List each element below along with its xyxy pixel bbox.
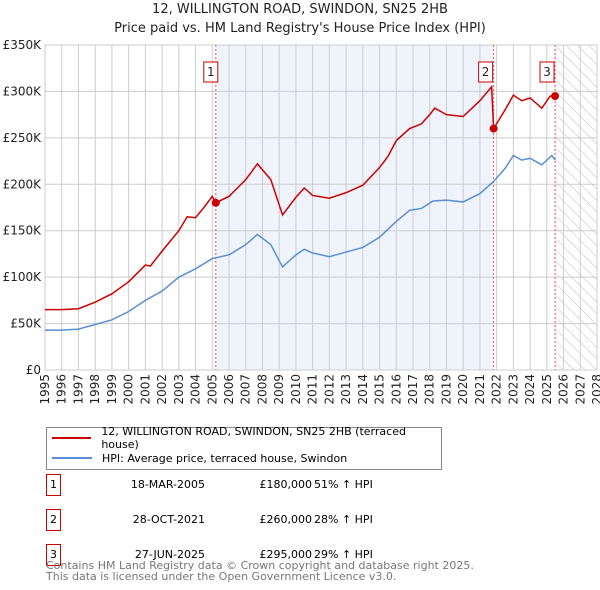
sale-label: 2 xyxy=(482,65,490,79)
x-tick-label: 2003 xyxy=(172,374,186,405)
sale-hpi-diff: 28% ↑ HPI xyxy=(314,513,373,526)
x-tick-label: 2006 xyxy=(222,374,236,405)
x-tick-label: 2005 xyxy=(205,374,219,405)
x-tick-label: 1996 xyxy=(55,374,69,405)
x-tick-label: 2008 xyxy=(255,374,269,405)
x-tick-label: 2027 xyxy=(573,374,587,405)
sale-point xyxy=(489,124,498,133)
sale-number: 3 xyxy=(46,544,61,566)
sale-hpi-diff: 51% ↑ HPI xyxy=(314,478,373,491)
y-tick-label: £100K xyxy=(3,270,43,284)
sale-point xyxy=(551,92,560,101)
x-tick-label: 1997 xyxy=(71,374,85,405)
sale-date: 27-JUN-2025 xyxy=(134,548,205,561)
sale-date: 28-OCT-2021 xyxy=(132,513,205,526)
sale-hpi-diff: 29% ↑ HPI xyxy=(314,548,373,561)
x-tick-label: 2019 xyxy=(439,374,453,405)
x-tick-label: 2013 xyxy=(339,374,353,405)
x-tick-label: 2025 xyxy=(540,374,554,405)
sale-label-box xyxy=(478,61,494,83)
chart-subtitle: Price paid vs. HM Land Registry's House … xyxy=(114,21,486,36)
chart-title: 12, WILLINGTON ROAD, SWINDON, SN25 2HB xyxy=(152,2,448,17)
sale-label-box xyxy=(539,61,555,83)
legend-label: 12, WILLINGTON ROAD, SWINDON, SN25 2HB (… xyxy=(101,425,406,451)
sale-price: £260,000 xyxy=(259,513,313,526)
footer-line: This data is licensed under the Open Gov… xyxy=(46,570,397,583)
series-line-property xyxy=(45,84,556,311)
x-tick-label: 2007 xyxy=(239,374,253,405)
legend-item-property: 12, WILLINGTON ROAD, SWINDON, SN25 2HB (… xyxy=(52,425,441,451)
sale-number: 2 xyxy=(46,509,61,531)
x-tick-label: 2016 xyxy=(389,374,403,405)
x-tick-label: 1998 xyxy=(88,374,102,405)
x-tick-label: 2022 xyxy=(490,374,504,405)
x-tick-label: 1999 xyxy=(105,374,119,405)
shaded-range xyxy=(555,45,557,370)
x-tick-label: 2015 xyxy=(373,374,387,405)
sale-row: 2 28-OCT-2021 £260,000 28% ↑ HPI xyxy=(46,509,546,531)
x-tick-label: 2012 xyxy=(322,374,336,405)
sale-point xyxy=(211,198,220,207)
y-tick-label: £250K xyxy=(3,131,43,145)
y-tick-label: £200K xyxy=(3,177,43,191)
x-tick-label: 2028 xyxy=(590,374,600,405)
plot-area: 1995 1996 1997 1998 1999 2000 2001 2002 2003 2004… xyxy=(3,38,600,405)
sale-label-box xyxy=(203,61,219,83)
legend: 12, WILLINGTON ROAD, SWINDON, SN25 2HB (… xyxy=(46,425,442,470)
x-tick-label: 2009 xyxy=(272,374,286,405)
legend-item-hpi: HPI: Average price, terraced house, Swin… xyxy=(52,448,347,468)
x-tick-label: 2021 xyxy=(473,374,487,405)
sale-price: £180,000 xyxy=(259,478,313,491)
y-tick-label: £50K xyxy=(10,317,42,331)
shaded-range xyxy=(215,45,494,370)
y-tick-label: £150K xyxy=(3,224,43,238)
x-tick-label: 2018 xyxy=(423,374,437,405)
forecast-hatch xyxy=(556,45,597,370)
x-tick-label: 2004 xyxy=(189,374,203,405)
x-tick-label: 2000 xyxy=(122,374,136,405)
sale-price: £295,000 xyxy=(259,548,313,561)
x-tick-label: 1995 xyxy=(38,374,52,405)
x-tick-label: 2020 xyxy=(456,374,470,405)
x-tick-label: 2026 xyxy=(557,374,571,405)
footer: Contains HM Land Registry data © Crown c… xyxy=(46,560,474,582)
sale-label: 1 xyxy=(207,65,215,79)
series-line-hpi xyxy=(45,154,556,331)
sale-row: 1 18-MAR-2005 £180,000 51% ↑ HPI xyxy=(46,474,546,496)
x-tick-label: 2010 xyxy=(289,374,303,405)
legend-label: HPI: Average price, terraced house, Swin… xyxy=(102,451,348,465)
sale-number: 1 xyxy=(46,474,61,496)
x-tick-label: 2014 xyxy=(356,374,370,405)
x-tick-label: 2023 xyxy=(506,374,520,405)
sale-date: 18-MAR-2005 xyxy=(130,478,205,491)
x-tick-label: 2017 xyxy=(406,374,420,405)
sale-row: 3 27-JUN-2025 £295,000 29% ↑ HPI xyxy=(46,544,546,566)
y-tick-label: £300K xyxy=(3,84,43,98)
x-tick-label: 2024 xyxy=(523,374,537,405)
y-tick-label: £0 xyxy=(26,363,41,377)
x-tick-label: 2001 xyxy=(138,374,152,405)
x-tick-label: 2011 xyxy=(306,374,320,405)
sale-label: 3 xyxy=(543,65,551,79)
footer-line: Contains HM Land Registry data © Crown c… xyxy=(46,559,474,572)
x-tick-label: 2002 xyxy=(155,374,169,405)
y-tick-label: £350K xyxy=(3,38,43,52)
